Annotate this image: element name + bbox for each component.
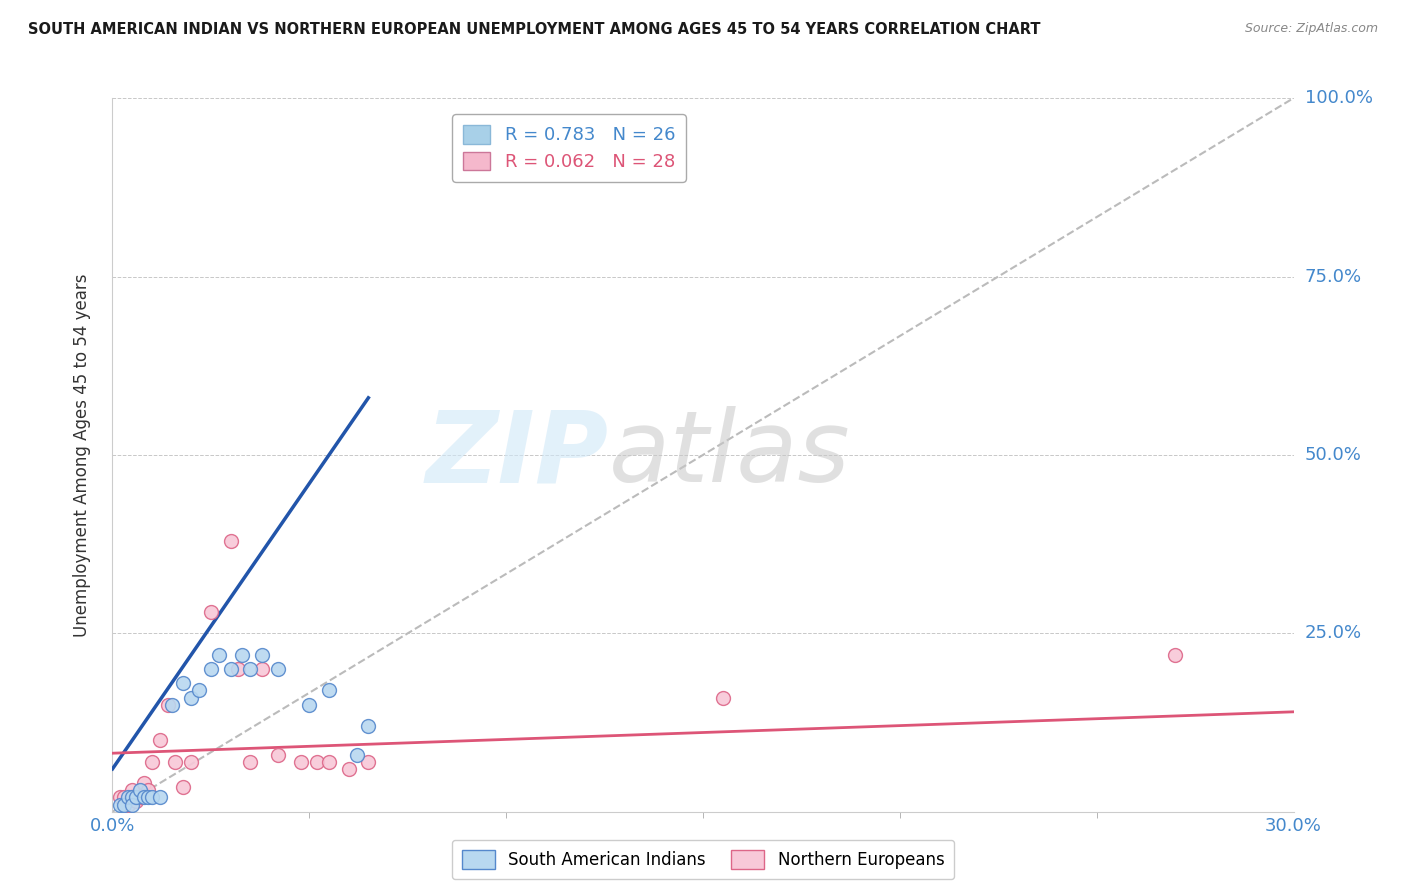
Text: 100.0%: 100.0%	[1305, 89, 1372, 107]
Point	[318, 683, 340, 698]
Point	[112, 797, 135, 812]
Point	[129, 783, 152, 797]
Text: 75.0%: 75.0%	[1305, 268, 1362, 285]
Point	[110, 797, 132, 812]
Text: atlas: atlas	[609, 407, 851, 503]
Text: 50.0%: 50.0%	[1305, 446, 1361, 464]
Point	[136, 790, 159, 805]
Point	[132, 776, 155, 790]
Point	[307, 755, 329, 769]
Text: Source: ZipAtlas.com: Source: ZipAtlas.com	[1244, 22, 1378, 36]
Point	[149, 790, 172, 805]
Point	[219, 533, 242, 548]
Point	[132, 790, 155, 805]
Legend: South American Indians, Northern Europeans: South American Indians, Northern Europea…	[451, 840, 955, 880]
Point	[172, 780, 194, 794]
Text: ZIP: ZIP	[426, 407, 609, 503]
Point	[156, 698, 179, 712]
Point	[239, 755, 262, 769]
Point	[200, 662, 222, 676]
Point	[1164, 648, 1187, 662]
Point	[141, 790, 163, 805]
Point	[129, 790, 152, 805]
Point	[136, 783, 159, 797]
Point	[112, 790, 135, 805]
Point	[208, 648, 231, 662]
Point	[200, 605, 222, 619]
Point	[250, 662, 273, 676]
Point	[121, 783, 143, 797]
Point	[318, 755, 340, 769]
Point	[357, 755, 380, 769]
Point	[180, 755, 202, 769]
Point	[346, 747, 368, 762]
Point	[290, 755, 312, 769]
Point	[337, 762, 360, 776]
Point	[149, 733, 172, 747]
Point	[180, 690, 202, 705]
Point	[250, 648, 273, 662]
Point	[711, 690, 734, 705]
Y-axis label: Unemployment Among Ages 45 to 54 years: Unemployment Among Ages 45 to 54 years	[73, 273, 91, 637]
Point	[219, 662, 242, 676]
Point	[239, 662, 262, 676]
Point	[117, 797, 139, 812]
Point	[298, 698, 321, 712]
Point	[121, 790, 143, 805]
Text: SOUTH AMERICAN INDIAN VS NORTHERN EUROPEAN UNEMPLOYMENT AMONG AGES 45 TO 54 YEAR: SOUTH AMERICAN INDIAN VS NORTHERN EUROPE…	[28, 22, 1040, 37]
Point	[110, 790, 132, 805]
Text: 25.0%: 25.0%	[1305, 624, 1362, 642]
Point	[267, 747, 290, 762]
Point	[357, 719, 380, 733]
Point	[231, 648, 253, 662]
Point	[125, 790, 148, 805]
Point	[117, 790, 139, 805]
Point	[228, 662, 250, 676]
Point	[125, 794, 148, 808]
Point	[121, 797, 143, 812]
Point	[188, 683, 211, 698]
Legend: R = 0.783   N = 26, R = 0.062   N = 28: R = 0.783 N = 26, R = 0.062 N = 28	[453, 114, 686, 182]
Point	[121, 790, 143, 805]
Point	[172, 676, 194, 690]
Point	[165, 755, 187, 769]
Point	[160, 698, 183, 712]
Point	[267, 662, 290, 676]
Point	[141, 755, 163, 769]
